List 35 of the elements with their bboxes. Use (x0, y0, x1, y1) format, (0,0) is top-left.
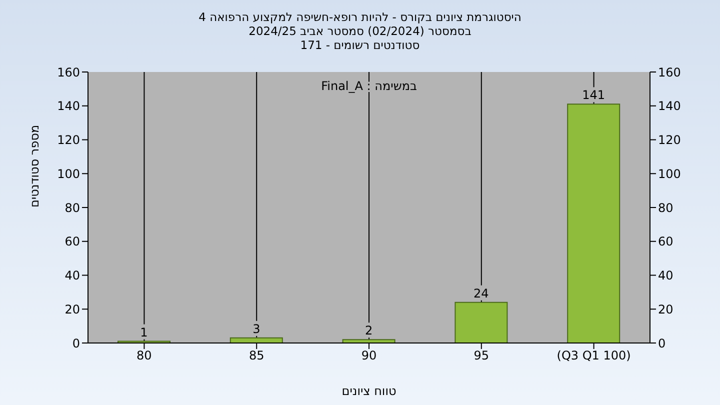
x-tick-label: 80 (136, 348, 152, 363)
data-label: 141 (582, 88, 606, 102)
x-tick-label: 85 (248, 348, 264, 363)
y-tick-label: 100 (57, 166, 80, 181)
y-axis-title: מספר סטודנטים (27, 124, 42, 208)
y-tick-label: 120 (57, 133, 80, 148)
y2-tick-label: 60 (658, 234, 674, 249)
x-tick-label: 90 (361, 348, 377, 363)
y2-tick-label: 140 (658, 99, 681, 114)
y-tick-label: 40 (64, 268, 80, 283)
bar (567, 104, 620, 343)
data-label: 3 (252, 322, 260, 336)
y-tick-label: 0 (72, 336, 80, 350)
y-tick-label: 140 (57, 99, 80, 114)
data-label: 2 (364, 324, 373, 338)
x-tick-label: 95 (474, 348, 490, 363)
bar (342, 339, 396, 343)
bar (454, 302, 508, 343)
x-axis-title: טווח ציונים (342, 384, 396, 398)
y-tick-label: 20 (64, 302, 80, 316)
y2-tick-label: 120 (658, 133, 681, 148)
bar (230, 337, 283, 343)
y-tick-label: 160 (57, 65, 80, 80)
y2-tick-label: 160 (658, 65, 681, 80)
data-label: 24 (474, 286, 489, 300)
y2-tick-label: 40 (658, 268, 674, 283)
data-label: 1 (140, 325, 148, 340)
y-tick-label: 60 (64, 234, 80, 249)
y-tick-label: 80 (64, 200, 80, 215)
y2-tick-label: 20 (658, 302, 674, 316)
y2-tick-label: 100 (658, 166, 681, 181)
y2-tick-label: 80 (658, 200, 674, 215)
x-tick-label: (Q3 Q1 100) (556, 348, 631, 363)
chart-title: היסטוגרמת ציונים בקורס - להיות רופא-חשיפה למקצוע הרפואה 4 בסמסטר (02/2024) סמסטר אביב 2024/25 סטודנטים רשומים - 171 (198, 10, 522, 52)
y2-tick-label: 0 (658, 336, 666, 350)
